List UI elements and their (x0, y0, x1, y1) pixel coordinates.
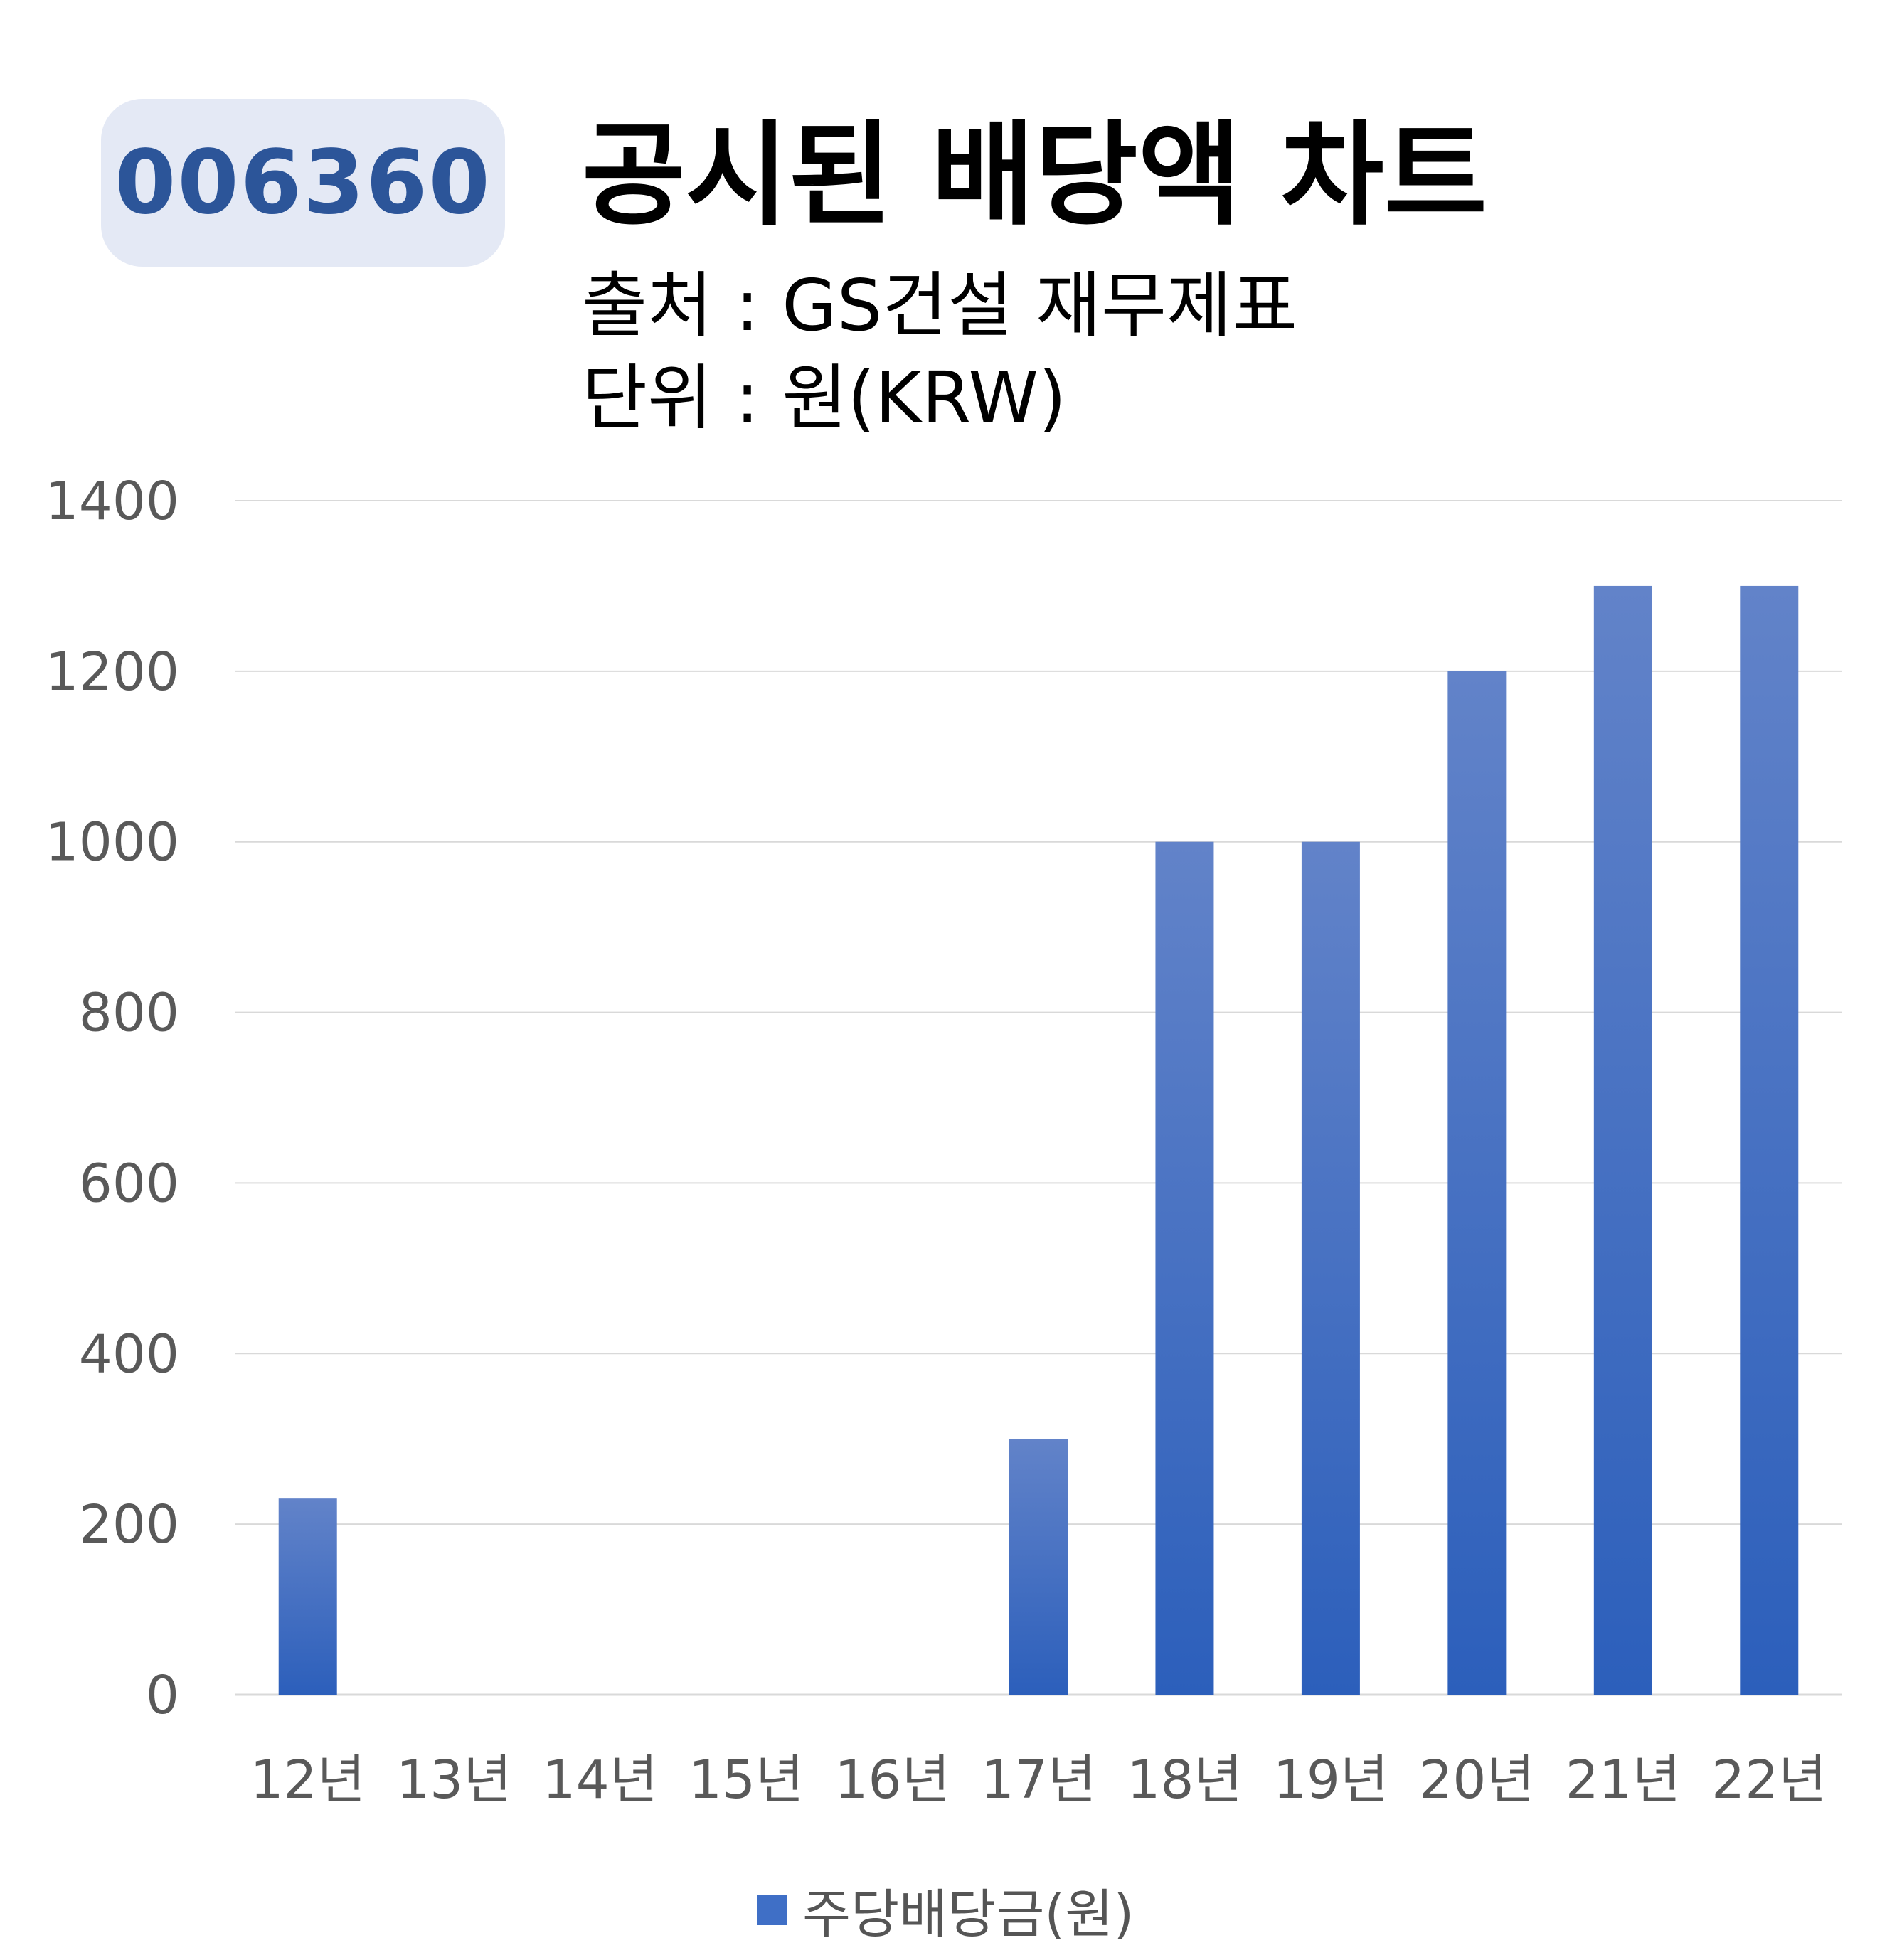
y-tick-label: 1200 (46, 641, 179, 703)
x-tick-label: 16년 (834, 1749, 950, 1811)
x-tick-label: 20년 (1419, 1749, 1534, 1811)
x-tick-label: 22년 (1711, 1749, 1827, 1811)
x-tick-label: 15년 (689, 1749, 804, 1811)
source-line: 출처 : GS건설 재무제표 (582, 264, 1298, 347)
x-tick-label: 14년 (543, 1749, 658, 1811)
chart-title: 공시된 배당액 차트 (582, 110, 1487, 241)
x-tick-label: 21년 (1566, 1749, 1681, 1811)
x-tick-label: 19년 (1273, 1749, 1388, 1811)
legend: 주당배당금(원) (757, 1872, 1134, 1948)
y-tick-label: 1000 (46, 812, 179, 873)
bar-19년 (1301, 841, 1360, 1695)
unit-line: 단위 : 원(KRW) (582, 356, 1067, 440)
bar-21년 (1593, 585, 1652, 1695)
x-axis-ticks: 12년 13년 14년 15년 16년 17년 18년 19년 20년 21년 22년 (250, 1749, 1827, 1811)
x-tick-label: 12년 (250, 1749, 366, 1811)
bars (278, 585, 1799, 1695)
legend-label: 주당배당금(원) (802, 1884, 1135, 1945)
bar-20년 (1447, 671, 1507, 1695)
x-tick-label: 13년 (396, 1749, 511, 1811)
y-tick-label: 200 (79, 1494, 179, 1555)
bar-17년 (1009, 1439, 1068, 1695)
ticker-code: 006360 (115, 132, 491, 234)
y-tick-label: 800 (79, 983, 179, 1044)
bar-22년 (1740, 585, 1799, 1695)
ticker-badge: 006360 (101, 99, 505, 267)
x-tick-label: 18년 (1127, 1749, 1242, 1811)
y-tick-label: 0 (146, 1665, 179, 1726)
y-tick-label: 1400 (46, 471, 179, 532)
y-axis-ticks: 0 200 400 600 800 1000 1200 1400 (46, 471, 179, 1726)
y-tick-label: 400 (79, 1323, 179, 1385)
bar-18년 (1155, 841, 1214, 1695)
x-tick-label: 17년 (981, 1749, 1096, 1811)
y-tick-label: 600 (79, 1153, 179, 1214)
bar-12년 (278, 1498, 337, 1695)
legend-swatch (757, 1895, 787, 1925)
